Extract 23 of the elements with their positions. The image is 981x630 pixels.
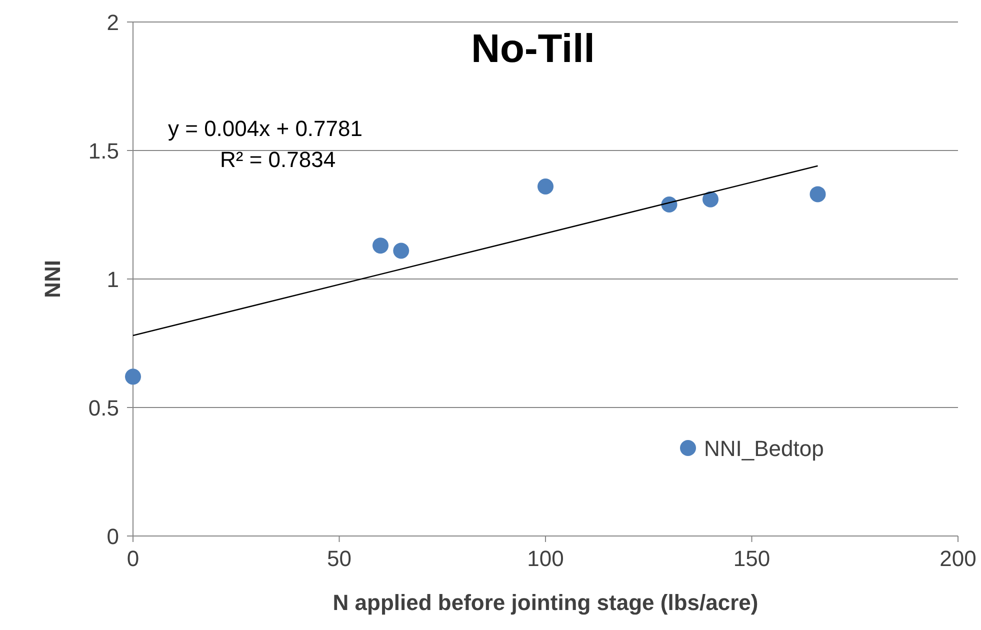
y-tick-label: 1.5 [88, 138, 119, 164]
point [810, 186, 826, 202]
point [125, 368, 141, 385]
y-tick-label: 0.5 [88, 396, 119, 420]
x-tick-label: 50 [327, 546, 352, 571]
x-tick-label: 100 [527, 546, 564, 571]
x-tick-label: 0 [126, 546, 140, 571]
y-tick-label: 2 [106, 10, 119, 35]
legend-label: NNI_Bedtop [704, 436, 824, 461]
x-axis-title: N applied before jointing stage (lbs/acre) [332, 590, 758, 615]
y-tick-label: 0 [106, 524, 119, 549]
y-tick-label: 1 [106, 267, 119, 292]
point [393, 242, 410, 259]
x-tick-label: 200 [940, 546, 976, 571]
point [372, 238, 388, 254]
x-tick-label: 150 [733, 546, 770, 571]
point [538, 178, 554, 194]
y-axis-title: NNI [40, 260, 65, 298]
annotation: R² = 0.7834 [220, 147, 336, 172]
point [661, 196, 678, 212]
point [702, 191, 718, 208]
chart-title: No-Till [471, 27, 595, 71]
annotation: y = 0.004x + 0.7781 [168, 116, 362, 141]
